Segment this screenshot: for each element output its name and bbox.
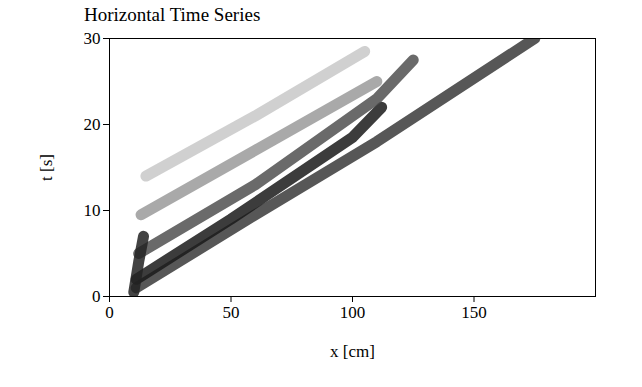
svg-text:0: 0 — [92, 287, 101, 306]
svg-text:x [cm]: x [cm] — [330, 342, 375, 361]
svg-text:t [s]: t [s] — [37, 154, 56, 181]
svg-text:10: 10 — [84, 201, 101, 220]
svg-text:150: 150 — [461, 303, 487, 322]
html-text:Horizontal Time Series: Horizontal Time Series — [84, 4, 261, 25]
svg-text:100: 100 — [340, 303, 366, 322]
svg-text:20: 20 — [84, 115, 101, 134]
svg-text:30: 30 — [84, 30, 101, 48]
svg-text:50: 50 — [223, 303, 240, 322]
svg-text:0: 0 — [105, 303, 114, 322]
